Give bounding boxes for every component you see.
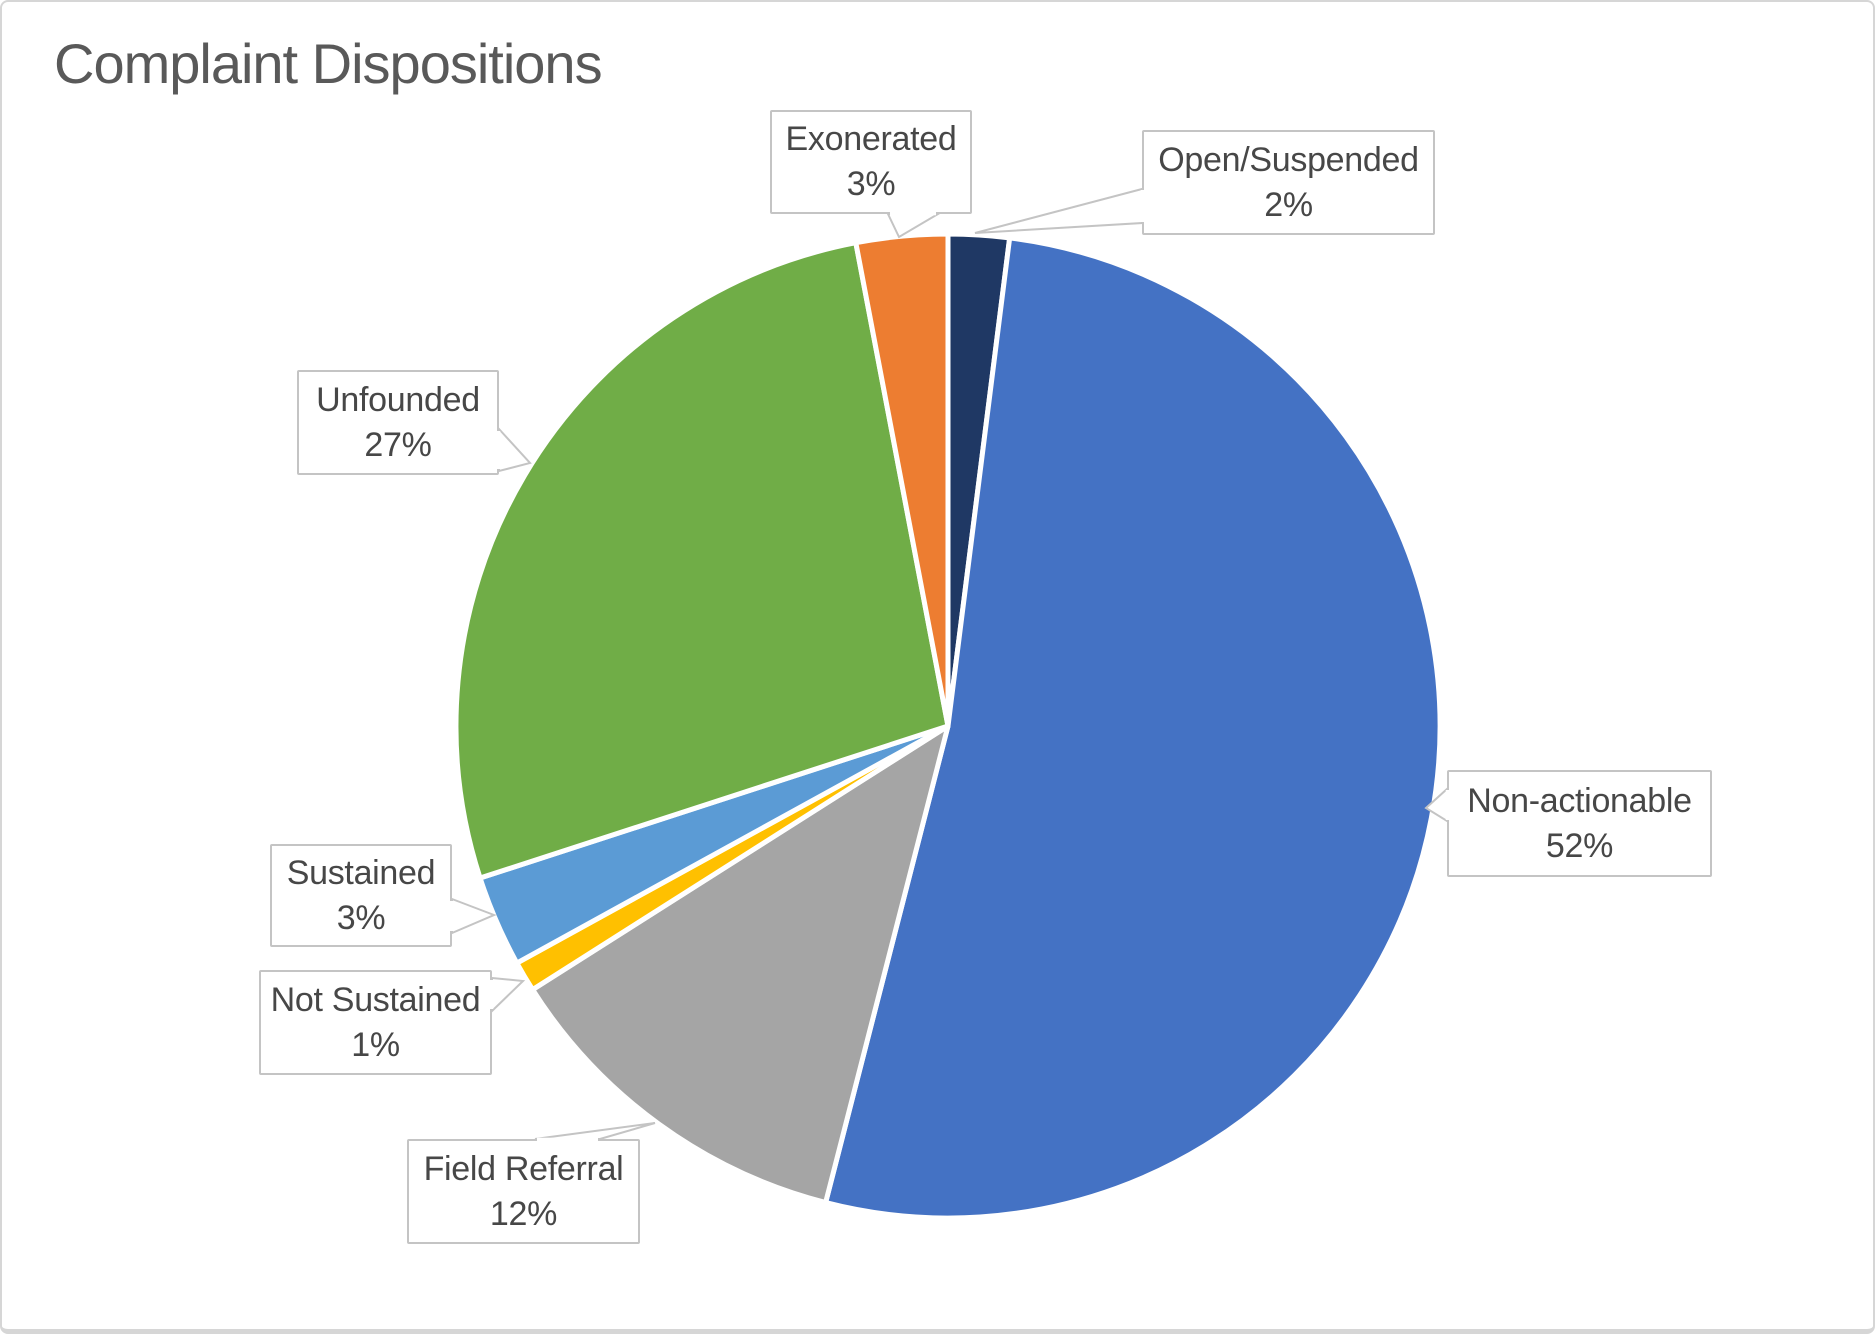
callout-non-actionable: Non-actionable 52% xyxy=(1447,770,1712,877)
callout-value: 3% xyxy=(846,165,896,203)
callout-label: Exonerated xyxy=(785,120,957,158)
callout-value: 12% xyxy=(489,1194,558,1233)
callout-label: Sustained xyxy=(286,853,436,892)
callout-unfounded: Unfounded 27% xyxy=(297,370,499,475)
callout-value: 52% xyxy=(1545,826,1614,865)
callout-label: Non-actionable xyxy=(1467,781,1692,820)
callout-value: 1% xyxy=(351,1025,400,1064)
pie-slices xyxy=(453,231,1443,1221)
callout-label: Open/Suspended xyxy=(1158,140,1419,179)
callout-label: Unfounded xyxy=(316,380,480,419)
pie-slice-field-referral xyxy=(530,723,951,1206)
callout-label: Not Sustained xyxy=(270,980,481,1019)
callout-not-sustained: Not Sustained 1% xyxy=(259,970,492,1075)
callout-value: 3% xyxy=(336,898,386,937)
callout-value: 27% xyxy=(364,425,432,464)
callout-label: Field Referral xyxy=(423,1149,624,1188)
pie-slice-unfounded xyxy=(453,240,951,881)
callout-exonerated: Exonerated 3% xyxy=(770,110,972,214)
callout-field-referral: Field Referral 12% xyxy=(407,1139,640,1244)
chart-title: Complaint Dispositions xyxy=(54,32,603,95)
callout-value: 2% xyxy=(1264,185,1313,224)
callout-sustained: Sustained 3% xyxy=(270,844,452,947)
callout-open-suspended: Open/Suspended 2% xyxy=(1142,130,1435,235)
